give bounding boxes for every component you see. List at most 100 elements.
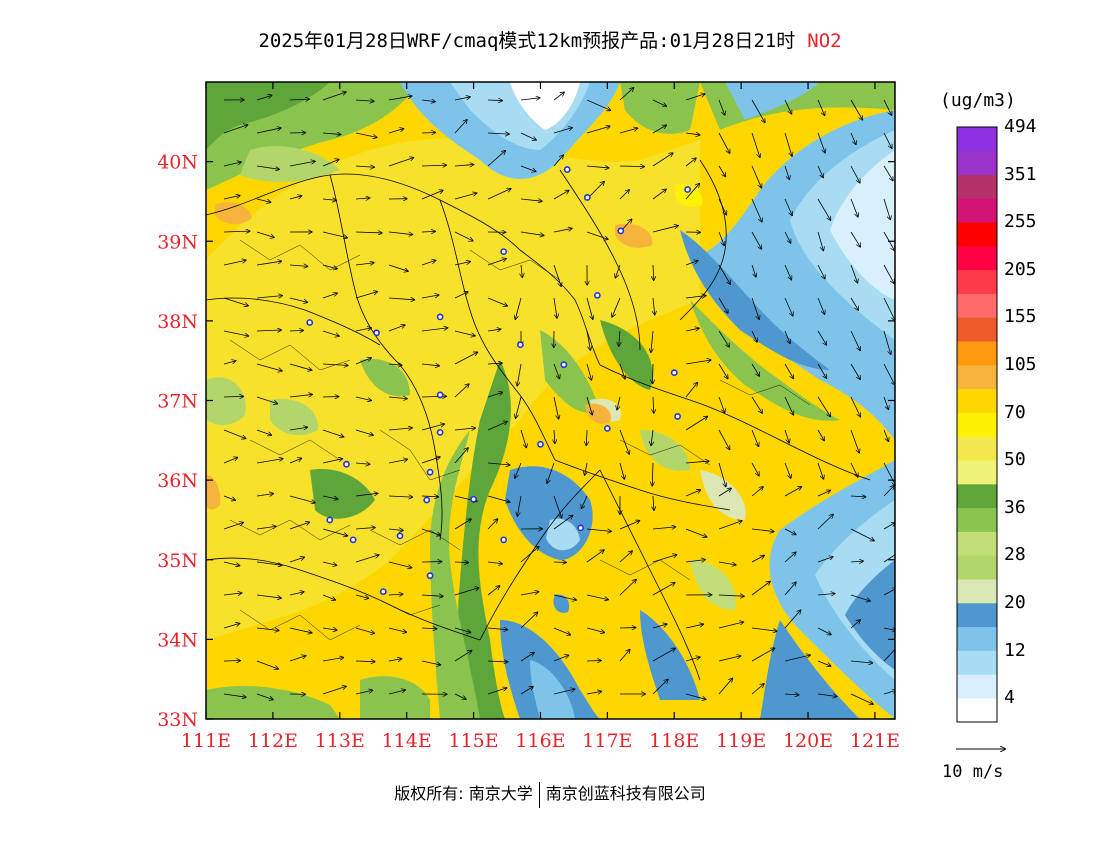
wind-vector [652,624,667,629]
wind-vector [586,166,609,168]
city-marker [537,440,544,448]
lat-tick-label: 36N [157,470,198,492]
colorbar-label: 105 [1004,354,1037,375]
wind-vector [289,363,312,370]
wind-vector [883,628,895,631]
wind-vector [223,561,239,566]
colorbar-label: 12 [1004,639,1026,661]
wind-vector [586,363,591,380]
wind-vector [850,462,858,477]
wind-vector [619,580,636,596]
wind-vector [355,292,377,299]
wind-vector [850,132,856,144]
lon-tick-label: 115E [449,730,499,752]
wind-vector [223,162,241,167]
wind-vector [487,363,502,364]
wind-vector [784,610,801,629]
wind-vector [883,99,892,115]
wind-vector [751,264,756,277]
wind-vector [355,100,374,101]
wind-vector [223,523,243,530]
wind-vector [322,429,344,437]
wind-vector [586,231,608,239]
wind-vector [718,678,732,695]
wind-vector [653,396,654,413]
wind-vector [355,232,382,233]
wind-vector [718,198,726,215]
wind-vector [517,495,522,516]
wind-vector [685,133,700,135]
title-species: NO2 [807,30,842,52]
wind-vector [586,297,593,319]
wind-vector [322,561,336,565]
wind-vector [883,462,895,485]
axis-ticks [205,82,895,720]
wind-vector [223,231,250,232]
wind-vector [454,519,471,530]
wind-vector [612,297,621,317]
wind-vector [883,264,894,283]
wind-vector [784,655,810,662]
wind-vector [553,92,564,101]
wind-vector [718,462,726,487]
wind-vector [388,158,413,167]
colorbar-label: 20 [1004,592,1026,613]
wind-vector [520,547,539,563]
lat-tick-label: 35N [157,550,198,572]
wind-vector [817,165,823,178]
wind-vector [685,490,700,497]
wind-vector [520,231,544,235]
wind-vector [850,594,870,601]
wind-vector [322,628,337,630]
colorbar-units: (ug/m3) [940,90,1016,111]
colorbar-bin [957,507,997,532]
wind-vector [520,612,538,629]
wind-vector [586,627,604,632]
wind-vector [817,330,826,345]
wind-vector [685,693,706,699]
wind-vector [421,424,444,431]
wind-vector [718,656,741,662]
wind-vector [617,396,621,410]
wind-vector [256,363,282,371]
wind-vector [784,694,799,695]
wind-vector [547,462,555,483]
wind-vector [256,296,282,299]
wind-vector [850,429,859,453]
wind-vector [256,198,271,202]
colorbar-label: 494 [1004,116,1037,137]
wind-vector [322,686,346,695]
colorbar-bin [957,222,997,247]
wind-vector [817,627,831,634]
wind-vector [685,94,705,101]
wind-vector [454,262,470,266]
wind-vector [817,490,830,497]
wind-vector [718,264,730,284]
wind-vector [454,352,477,365]
colorbar-bin [957,365,997,390]
wind-vector [322,264,337,269]
wind-vector [817,231,823,250]
wind-vector [553,689,575,695]
wind-vector [487,189,511,200]
wind-vector [454,193,477,200]
wind-vector [883,429,888,441]
wind-vector [817,660,831,666]
lon-tick-label: 120E [783,730,833,752]
wind-vector [256,396,277,404]
city-marker [379,588,387,595]
wind-vector [685,461,709,463]
wind-vector [322,594,335,600]
wind-vector [685,360,711,365]
wind-vector [355,555,379,563]
city-marker [396,532,404,540]
wind-vector [850,693,873,704]
wind-vector [322,528,347,536]
colorbar-bin [957,484,997,509]
wind-vector [355,594,369,598]
city-marker [470,495,477,503]
wind-vector [421,328,447,332]
colorbar-bin [957,269,997,294]
wind-vector [520,429,526,447]
wind-vector [718,561,736,565]
